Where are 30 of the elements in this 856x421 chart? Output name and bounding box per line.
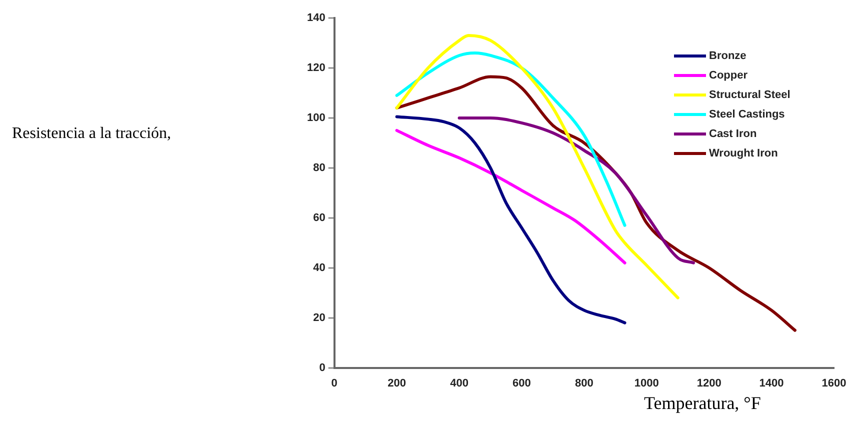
legend-label: Copper [709,70,748,82]
y-tick-label: 140 [306,12,326,24]
x-axis-title: Temperatura, °F [644,393,761,414]
x-tick-label: 1600 [822,377,846,390]
x-tick-label: 800 [574,377,594,390]
y-tick-label: 60 [313,212,326,224]
legend-label: Cast Iron [709,128,757,140]
text: Resistencia a la tracción, [12,125,172,143]
y-tick-label: 0 [319,362,326,374]
legend-label: Wrought Iron [709,148,778,160]
line-series [395,128,626,264]
legend-label: Steel Castings [709,108,785,121]
line-series [458,116,695,264]
line-series [395,34,680,300]
y-tick-label: 100 [306,112,326,124]
x-tick-label: 400 [450,377,468,390]
x-tick-label: 600 [512,377,531,390]
y-tick-label: 40 [313,262,326,274]
legend-label: Bronze [709,50,746,62]
x-tick-label: 0 [331,377,338,390]
line-series [395,115,626,324]
x-tick-label: 1400 [759,377,784,390]
legend-label: Structural Steel [709,89,790,102]
x-tick-label: 1200 [696,377,722,390]
line-series [395,51,626,227]
x-tick-label: 200 [388,377,406,390]
y-tick-label: 80 [313,162,326,174]
y-tick-label: 20 [313,312,326,324]
x-tick-label: 1000 [634,377,659,390]
y-tick-label: 120 [306,62,326,74]
